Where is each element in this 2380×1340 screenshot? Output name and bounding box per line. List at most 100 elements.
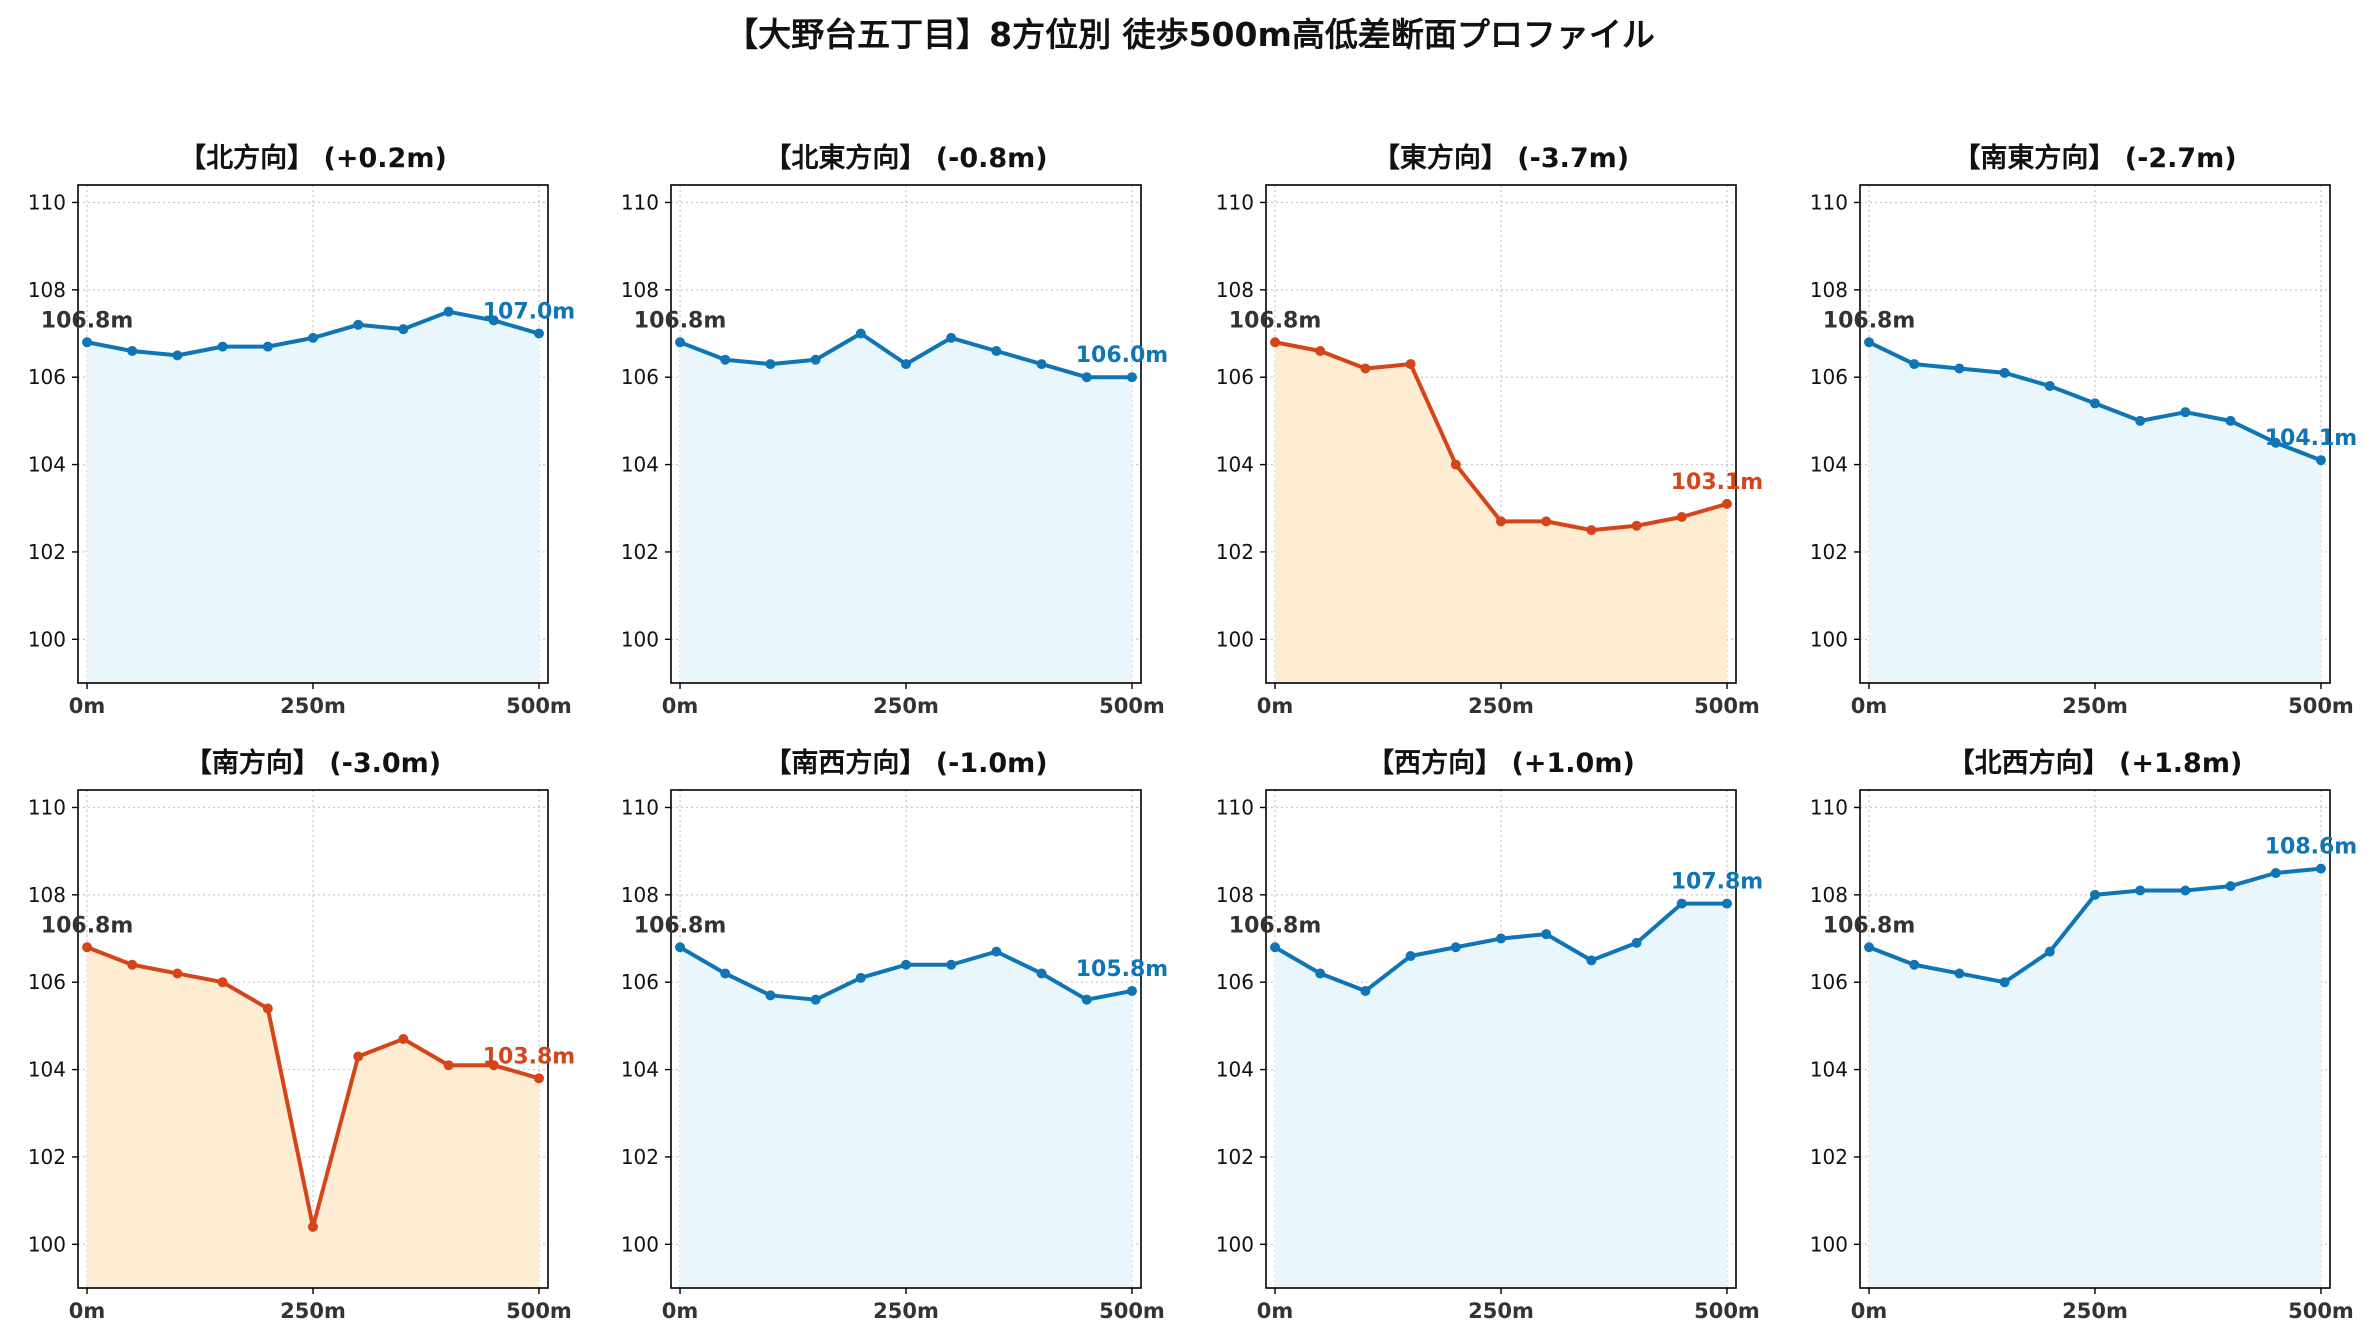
data-point — [2135, 885, 2146, 896]
y-tick-label: 102 — [1216, 540, 1254, 564]
data-point — [1450, 459, 1461, 470]
x-tick-label: 500m — [1099, 694, 1165, 718]
y-tick-label: 104 — [621, 1058, 659, 1082]
y-tick-label: 106 — [28, 365, 66, 389]
data-point — [765, 359, 776, 370]
area-fill — [1869, 868, 2321, 1288]
data-point — [353, 319, 364, 330]
area-fill — [680, 947, 1132, 1288]
y-tick-label: 110 — [621, 190, 659, 214]
data-point — [1864, 337, 1875, 348]
x-tick-label: 0m — [1851, 694, 1888, 718]
start-elevation-label: 106.8m — [41, 913, 134, 938]
x-tick-label: 0m — [69, 694, 106, 718]
data-point — [1631, 937, 1642, 948]
data-point — [1360, 985, 1371, 996]
chart-title: 【西方向】 (+1.0m) — [1367, 747, 1635, 779]
data-point — [1270, 942, 1281, 953]
y-tick-label: 102 — [28, 540, 66, 564]
data-point — [443, 306, 454, 317]
data-point — [1999, 977, 2010, 988]
y-tick-label: 108 — [1810, 278, 1848, 302]
chart-title: 【南東方向】 (-2.7m) — [1953, 142, 2236, 174]
data-point — [1541, 929, 1552, 940]
data-point — [2044, 380, 2055, 391]
data-point — [991, 946, 1002, 957]
y-tick-label: 102 — [621, 1145, 659, 1169]
chart-title: 【北方向】 (+0.2m) — [179, 142, 447, 174]
x-tick-label: 0m — [69, 1299, 106, 1323]
data-point — [533, 328, 544, 339]
y-tick-label: 106 — [1216, 970, 1254, 994]
y-tick-label: 104 — [1810, 1058, 1848, 1082]
data-point — [1450, 942, 1461, 953]
y-tick-label: 106 — [621, 970, 659, 994]
data-point — [810, 994, 821, 1005]
y-tick-label: 104 — [1216, 453, 1254, 477]
data-point — [1496, 933, 1506, 944]
start-elevation-label: 106.8m — [634, 308, 727, 333]
data-point — [1126, 985, 1137, 996]
data-point — [172, 968, 183, 979]
y-tick-label: 110 — [1810, 190, 1848, 214]
x-tick-label: 0m — [1257, 1299, 1294, 1323]
y-tick-label: 106 — [1810, 365, 1848, 389]
x-tick-label: 250m — [2062, 1299, 2128, 1323]
start-elevation-label: 106.8m — [634, 913, 727, 938]
data-point — [488, 315, 499, 326]
y-tick-label: 100 — [28, 1232, 66, 1256]
x-tick-label: 250m — [280, 694, 346, 718]
data-point — [398, 1034, 409, 1044]
data-point — [1036, 968, 1047, 979]
data-point — [1405, 951, 1416, 961]
page-title: 【大野台五丁目】8方位別 徒歩500m高低差断面プロファイル — [725, 15, 1655, 54]
y-tick-label: 100 — [621, 627, 659, 651]
data-point — [1721, 498, 1732, 509]
x-tick-label: 500m — [506, 694, 572, 718]
y-tick-label: 102 — [1810, 1145, 1848, 1169]
profile-chart-0: 【北方向】 (+0.2m) 100 102 104 106 108 110 0m 250m 500… — [28, 142, 575, 718]
end-elevation-label: 103.1m — [1671, 470, 1764, 495]
x-tick-label: 0m — [1257, 694, 1294, 718]
data-point — [1036, 359, 1047, 370]
data-point — [2090, 398, 2100, 409]
y-tick-label: 108 — [1216, 278, 1254, 302]
data-point — [946, 959, 957, 970]
x-tick-label: 500m — [1694, 694, 1760, 718]
start-elevation-label: 106.8m — [1823, 308, 1916, 333]
data-point — [1270, 337, 1281, 348]
data-point — [308, 332, 318, 343]
data-point — [720, 968, 731, 979]
data-point — [398, 324, 409, 335]
data-point — [172, 350, 183, 361]
y-tick-label: 100 — [28, 627, 66, 651]
area-fill — [680, 333, 1132, 683]
chart-title: 【南方向】 (-3.0m) — [185, 747, 441, 779]
data-point — [82, 337, 93, 348]
x-tick-label: 500m — [506, 1299, 572, 1323]
y-tick-label: 110 — [28, 795, 66, 819]
y-tick-label: 102 — [621, 540, 659, 564]
data-point — [675, 337, 686, 348]
y-tick-label: 108 — [621, 278, 659, 302]
data-point — [2180, 885, 2191, 896]
data-point — [82, 942, 93, 953]
y-tick-label: 100 — [1216, 627, 1254, 651]
x-tick-label: 500m — [1694, 1299, 1760, 1323]
y-tick-label: 108 — [1810, 883, 1848, 907]
data-point — [2135, 415, 2146, 426]
data-point — [991, 346, 1002, 356]
data-point — [127, 346, 138, 356]
chart-title: 【南西方向】 (-1.0m) — [764, 747, 1047, 779]
data-point — [1954, 968, 1965, 979]
x-tick-label: 250m — [280, 1299, 346, 1323]
x-tick-label: 250m — [873, 694, 939, 718]
data-point — [1631, 520, 1642, 531]
y-tick-label: 104 — [28, 453, 66, 477]
end-elevation-label: 107.8m — [1671, 870, 1764, 895]
data-point — [901, 959, 911, 970]
data-point — [1360, 363, 1371, 374]
y-tick-label: 110 — [1216, 190, 1254, 214]
data-point — [2270, 868, 2281, 878]
